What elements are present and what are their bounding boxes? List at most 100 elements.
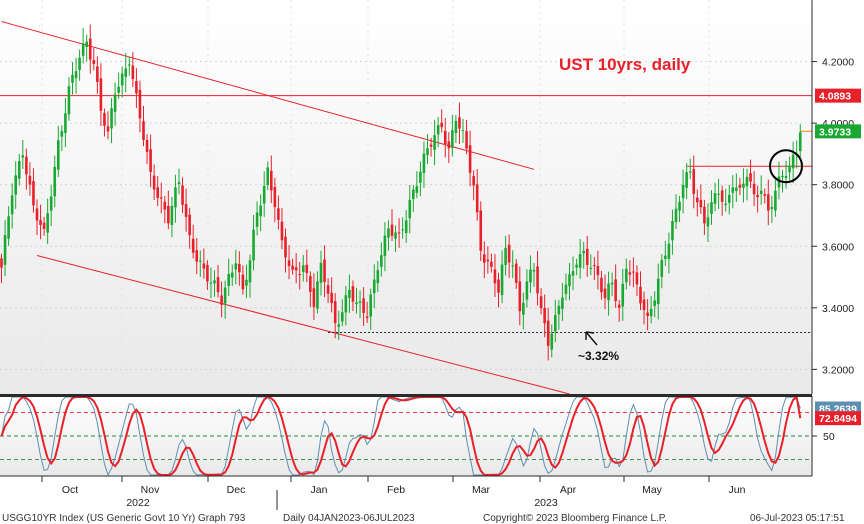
candle-body-162 [575, 264, 578, 268]
candle-body-11 [39, 219, 42, 225]
candle-body-64 [227, 273, 230, 286]
candle-body-100 [355, 302, 358, 305]
candle-body-195 [692, 169, 696, 194]
candle-body-173 [614, 279, 617, 302]
candle-body-42 [149, 149, 152, 172]
candle-body-94 [333, 301, 337, 324]
year-label-1: 2023 [534, 497, 558, 509]
candle-body-121 [429, 144, 433, 147]
candle-body-37 [131, 65, 135, 80]
candle-body-70 [248, 260, 252, 283]
candle-body-14 [49, 196, 53, 211]
candle-body-122 [433, 135, 436, 150]
candle-body-112 [397, 232, 401, 234]
candle-body-10 [35, 208, 39, 221]
price-tag-label-1: 3.9733 [819, 126, 851, 138]
candle-body-108 [383, 235, 387, 256]
month-label-3: Jan [311, 484, 328, 496]
candle-body-127 [451, 130, 454, 148]
candle-body-208 [738, 184, 742, 188]
candle-body-139 [493, 269, 497, 284]
month-label-2: Dec [227, 484, 246, 496]
candle-body-169 [600, 277, 603, 293]
candle-body-199 [706, 217, 710, 227]
candle-body-79 [280, 221, 284, 241]
candle-body-211 [749, 173, 752, 182]
candle-body-192 [681, 184, 685, 199]
candle-body-181 [642, 299, 646, 311]
candle-body-13 [46, 213, 49, 233]
candle-body-97 [344, 295, 348, 313]
candle-body-175 [621, 283, 625, 307]
candle-body-54 [191, 238, 195, 253]
candle-body-29 [103, 113, 106, 126]
candle-body-47 [167, 205, 170, 224]
candle-body-194 [688, 171, 692, 173]
price-grid [0, 0, 812, 394]
candle-body-38 [135, 80, 138, 94]
candle-body-152 [539, 296, 543, 309]
candle-body-1 [3, 235, 7, 265]
candle-body-105 [372, 279, 376, 294]
candle-body-191 [678, 201, 681, 211]
candle-body-154 [546, 320, 550, 346]
candle-body-120 [426, 148, 429, 156]
candle-body-9 [32, 181, 35, 206]
price-tag-box-0 [815, 88, 861, 103]
price-panel-background [0, 0, 812, 394]
candle-body-217 [770, 206, 774, 210]
candle-body-114 [404, 220, 408, 234]
candle-body-209 [742, 183, 745, 188]
candle-body-129 [458, 117, 461, 129]
panel-separator [0, 394, 812, 397]
candle-body-140 [497, 279, 500, 293]
candle-body-101 [358, 301, 362, 304]
oscillator-lines [0, 395, 802, 477]
candle-body-91 [323, 259, 326, 282]
candle-body-52 [184, 204, 188, 217]
candle-body-219 [777, 176, 781, 188]
candle-body-45 [159, 197, 163, 199]
candle-body-109 [387, 228, 390, 238]
candle-body-75 [266, 167, 270, 185]
candle-body-67 [238, 263, 241, 273]
candle-body-133 [472, 176, 475, 186]
candle-body-40 [142, 121, 145, 141]
candle-body-44 [156, 187, 159, 198]
candle-body-149 [529, 269, 532, 283]
candle-body-33 [117, 86, 120, 93]
oscillator-axis: 50 [812, 431, 835, 443]
candle-body-117 [415, 186, 419, 193]
month-label-8: Jun [729, 484, 746, 496]
candle-body-220 [781, 175, 784, 178]
candle-body-225 [798, 132, 802, 152]
candle-body-153 [543, 308, 546, 324]
month-label-5: Mar [472, 484, 491, 496]
price-tags: 4.0893 3.9733 [815, 88, 861, 139]
candle-body-103 [365, 316, 369, 319]
candle-body-143 [507, 244, 511, 263]
candle-body-161 [571, 271, 575, 276]
candle-body-184 [653, 300, 656, 306]
candle-body-190 [674, 208, 678, 223]
candle-body-41 [145, 139, 149, 152]
candle-body-17 [60, 130, 64, 137]
candle-body-168 [596, 265, 600, 276]
candle-body-148 [525, 281, 529, 300]
candle-body-63 [223, 287, 227, 304]
candle-body-34 [120, 73, 124, 86]
candle-body-126 [447, 141, 451, 149]
osc-tag-box-1 [815, 411, 861, 426]
candle-body-82 [291, 265, 294, 270]
candle-body-186 [660, 259, 664, 277]
candle-body-16 [57, 140, 60, 170]
candle-body-60 [213, 280, 216, 284]
candle-body-142 [504, 247, 507, 265]
candle-body-96 [341, 312, 344, 322]
month-label-4: Feb [387, 484, 405, 496]
candle-body-20 [71, 74, 74, 83]
candle-body-88 [312, 288, 316, 307]
candle-body-62 [220, 295, 223, 305]
candle-body-170 [603, 288, 607, 299]
